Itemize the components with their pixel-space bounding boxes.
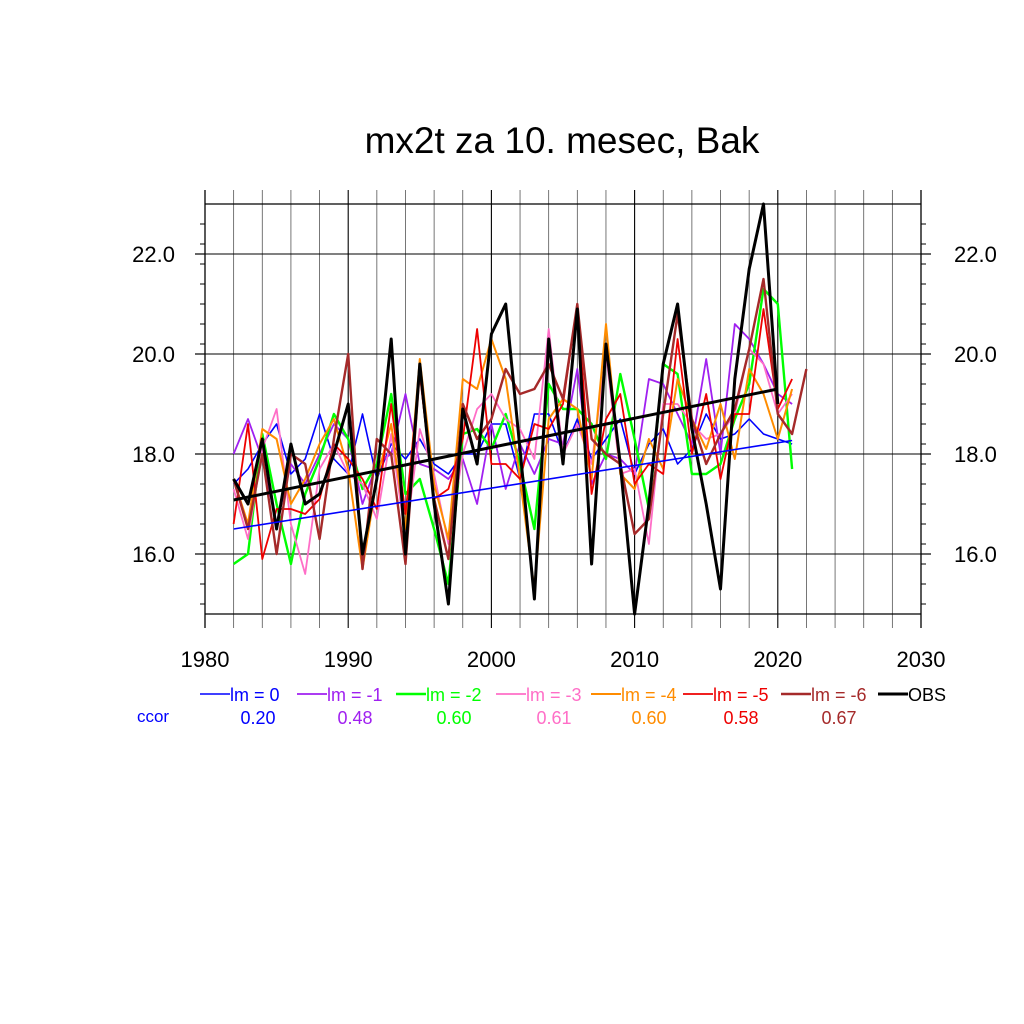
- legend-label: lm = -1: [327, 685, 383, 705]
- trend-line: [233, 387, 779, 502]
- y-tick-label-right: 18.0: [954, 442, 997, 467]
- legend-label: OBS: [908, 685, 946, 705]
- legend-label: lm = -6: [811, 685, 867, 705]
- y-tick-label: 22.0: [132, 242, 175, 267]
- y-tick-label-right: 20.0: [954, 342, 997, 367]
- legend-ccor-value: 0.48: [337, 708, 372, 728]
- legend-ccor-label: ccor: [137, 707, 169, 726]
- legend-label: lm = -5: [713, 685, 769, 705]
- legend-ccor-value: 0.58: [723, 708, 758, 728]
- x-tick-label: 2020: [753, 647, 802, 672]
- legend-ccor-value: 0.61: [536, 708, 571, 728]
- legend-ccor-value: 0.67: [821, 708, 856, 728]
- y-tick-label: 20.0: [132, 342, 175, 367]
- legend: lm = 0 0.20 lm = -1 0.48 lm = -2 0.60 lm = -3 0…: [137, 685, 946, 728]
- legend-label: lm = -2: [426, 685, 482, 705]
- y-tick-label: 16.0: [132, 542, 175, 567]
- legend-ccor-value: 0.60: [631, 708, 666, 728]
- x-tick-label: 2030: [897, 647, 946, 672]
- x-tick-label: 1980: [181, 647, 230, 672]
- series-lines: [232, 202, 808, 616]
- series-line-lm-4: [232, 323, 794, 590]
- legend-label: lm = -4: [621, 685, 677, 705]
- legend-label: lm = 0: [230, 685, 280, 705]
- axes: 16.0 16.0 18.0 18.0 20.0 20.0 22.0 22.0 1980 1990…: [132, 190, 997, 672]
- series-line-lm-2: [232, 287, 794, 586]
- legend-ccor-value: 0.60: [436, 708, 471, 728]
- y-tick-label-right: 16.0: [954, 542, 997, 567]
- legend-ccor-value: 0.20: [240, 708, 275, 728]
- grid: [205, 190, 921, 628]
- trend-line: [233, 439, 793, 530]
- legend-label: lm = -3: [526, 685, 582, 705]
- x-tick-label: 2010: [610, 647, 659, 672]
- chart-title: mx2t za 10. mesec, Bak: [364, 120, 760, 161]
- x-tick-label: 1990: [324, 647, 373, 672]
- x-tick-label: 2000: [467, 647, 516, 672]
- series-line-obs: [232, 202, 780, 616]
- y-tick-label-right: 22.0: [954, 242, 997, 267]
- y-tick-label: 18.0: [132, 442, 175, 467]
